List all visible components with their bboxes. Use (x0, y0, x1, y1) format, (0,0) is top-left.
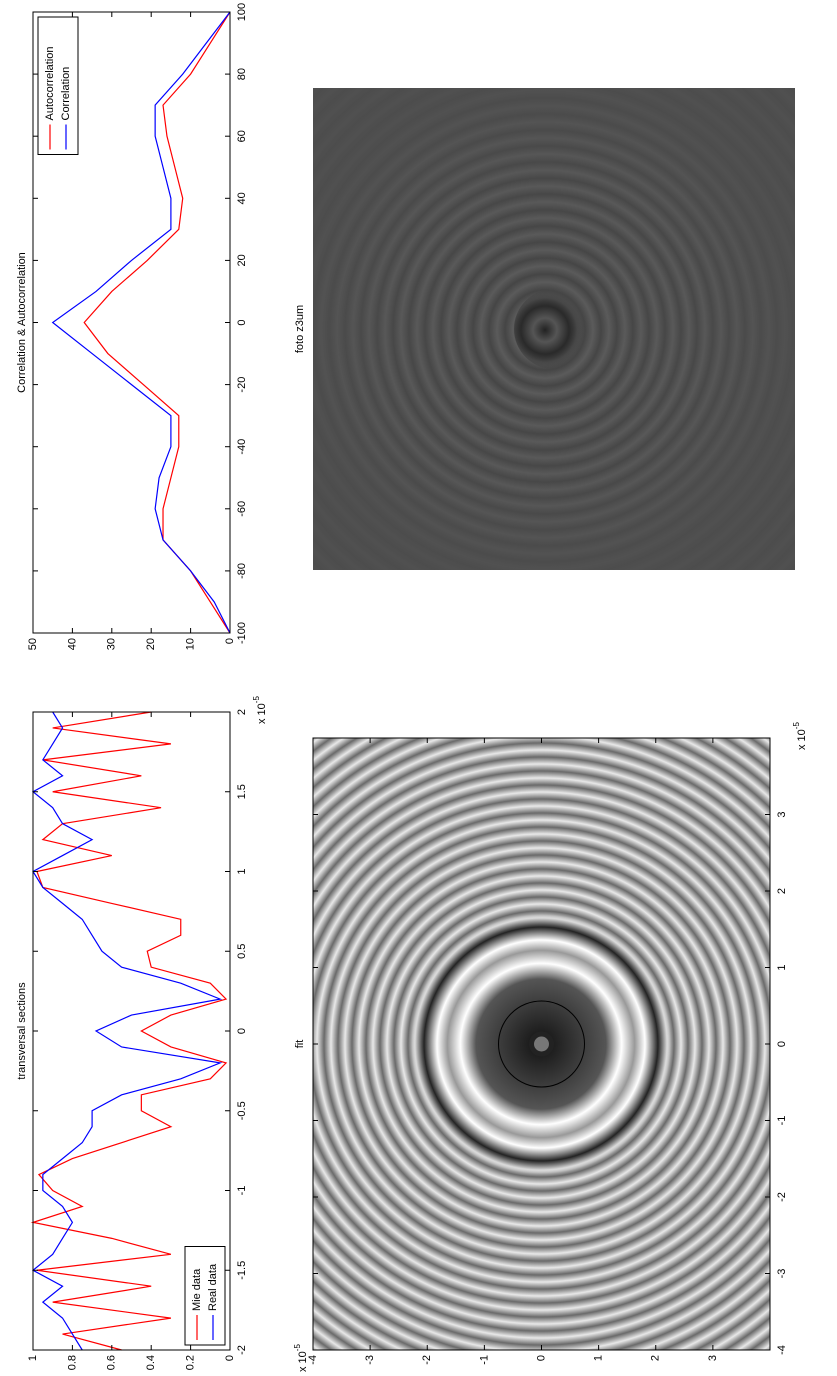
y-tick-label: 0.6 (106, 1355, 118, 1370)
legend-box (184, 1246, 226, 1346)
x-tick-label: 100 (236, 3, 248, 21)
y-tick-label: 0.2 (185, 1355, 197, 1370)
chart-title: fit (294, 1040, 306, 1049)
series-line (31, 711, 223, 1351)
series-line (83, 11, 231, 634)
y-tick-label: 10 (185, 638, 197, 650)
x-tick-label: -1 (236, 1186, 248, 1196)
image-center (529, 1031, 554, 1057)
y-tick-label: -4 (307, 1355, 319, 1365)
y-tick-label: 40 (66, 638, 78, 650)
y-tick-label: 50 (27, 638, 39, 650)
x-tick-label: -3 (776, 1269, 788, 1279)
x-tick-label: 1.5 (236, 784, 248, 799)
y-tick-label: 20 (145, 638, 157, 650)
x-tick-label: -4 (776, 1345, 788, 1355)
y-tick-label: 0 (224, 1355, 236, 1361)
y-tick-label: 0.8 (66, 1355, 78, 1370)
legend-label: Correlation (60, 67, 72, 121)
x-tick-label: -40 (236, 439, 248, 455)
y-tick-label: 1 (593, 1355, 605, 1361)
y-tick-label: -3 (364, 1355, 376, 1365)
x-tick-label: 3 (776, 811, 788, 817)
y-tick-label: 0 (535, 1355, 547, 1361)
x-tick-label: 80 (236, 68, 248, 80)
x-tick-label: -2 (776, 1192, 788, 1202)
legend-box (37, 16, 79, 155)
axis-scale-exponent: -5 (252, 696, 261, 704)
x-tick-label: 0 (776, 1041, 788, 1047)
y-tick-label: 0.4 (145, 1355, 157, 1370)
y-tick-label: -2 (421, 1355, 433, 1365)
x-tick-label: 2 (236, 709, 248, 715)
y-tick-label: -1 (478, 1355, 490, 1365)
chart-title: transversal sections (16, 982, 28, 1080)
plot-area (33, 12, 230, 633)
series-line (30, 711, 228, 1351)
x-tick-label: 0 (236, 1028, 248, 1034)
x-tick-label: 60 (236, 130, 248, 142)
legend-label: Mie data (191, 1268, 203, 1311)
x-tick-label: -1 (776, 1116, 788, 1126)
plot-area (33, 712, 230, 1350)
axis-scale-label: x 10-5 (293, 1344, 309, 1372)
legend-label: Autocorrelation (44, 47, 56, 121)
y-tick-label: 3 (707, 1355, 719, 1361)
x-tick-label: 20 (236, 254, 248, 266)
chart-title: foto z3um (294, 305, 306, 353)
x-tick-label: -1.5 (236, 1261, 248, 1280)
x-tick-label: 0.5 (236, 944, 248, 959)
x-tick-label: 40 (236, 192, 248, 204)
x-tick-label: -20 (236, 377, 248, 393)
x-tick-label: 1 (776, 964, 788, 970)
x-tick-label: -60 (236, 501, 248, 517)
x-tick-label: -0.5 (236, 1101, 248, 1120)
x-tick-label: -2 (236, 1345, 248, 1355)
y-tick-label: 30 (106, 638, 118, 650)
x-tick-label: -100 (236, 622, 248, 644)
axis-scale-exponent: -5 (792, 722, 801, 730)
chart-title: Correlation & Autocorrelation (16, 252, 28, 393)
axis-scale-exponent: -5 (293, 1344, 302, 1352)
image-ring (498, 1000, 585, 1088)
image-core (514, 289, 594, 369)
y-tick-label: 2 (650, 1355, 662, 1361)
x-tick-label: 1 (236, 868, 248, 874)
x-tick-label: -80 (236, 563, 248, 579)
x-tick-label: 0 (236, 319, 248, 325)
legend-label: Real data (207, 1263, 219, 1311)
rotated-figure: -2-1.5-1-0.500.511.5200.20.40.60.81trans… (16, 3, 808, 1372)
y-tick-label: 0 (224, 638, 236, 644)
series-line (51, 11, 231, 634)
x-tick-label: 2 (776, 888, 788, 894)
axis-scale-label: x 10-5 (792, 722, 808, 750)
y-tick-label: 1 (27, 1355, 39, 1361)
axis-scale-label: x 10-5 (252, 696, 268, 724)
